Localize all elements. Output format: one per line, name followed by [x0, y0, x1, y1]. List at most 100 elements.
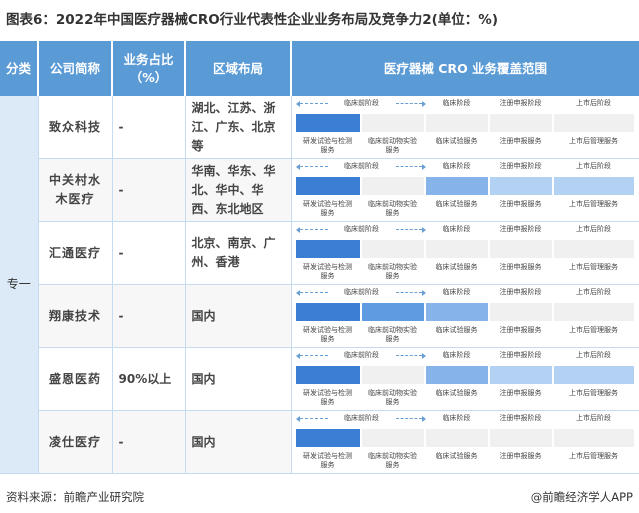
- table-header-row: 分类 公司简称 业务占比（%） 区域布局 医疗器械 CRO 业务覆盖范围: [0, 41, 639, 96]
- phase-label: 注册申报阶段: [499, 99, 542, 108]
- service-label: 注册申报服务: [499, 137, 542, 146]
- arrow-left-icon: [295, 353, 300, 360]
- business-share: -: [112, 284, 186, 349]
- header-region: 区域布局: [185, 41, 292, 96]
- span-line: [395, 418, 422, 420]
- phase-label: 上市后阶段: [576, 351, 611, 360]
- service-label: 上市后管理服务: [569, 137, 618, 146]
- coverage-bar: 临床前阶段 临床阶段 注册申报阶段 上市后阶段 研发试验与检测服务 临床前动物实验服务 临床…: [292, 222, 639, 284]
- company-name: 中关村水木医疗: [38, 158, 113, 223]
- service-label: 临床试验服务: [435, 452, 478, 461]
- arrow-right-icon: [421, 101, 426, 108]
- coverage-segment: [553, 366, 634, 385]
- coverage-segment: [489, 240, 552, 259]
- region-layout: 北京、南京、广州、香港: [185, 221, 292, 286]
- business-share: -: [112, 221, 186, 286]
- coverage-segment: [489, 429, 552, 448]
- region-layout: 湖北、江苏、浙江、广东、北京等: [185, 96, 292, 160]
- region-layout: 国内: [185, 347, 292, 412]
- coverage-segment: [361, 429, 424, 448]
- service-label: 注册申报服务: [499, 326, 542, 335]
- table-row: 中关村水木医疗 - 华南、华东、华北、华中、华西、东北地区 临床前阶段 临床阶段 注册申报…: [0, 158, 639, 223]
- service-label: 临床试验服务: [435, 200, 478, 209]
- coverage-segment: [361, 114, 424, 133]
- span-line: [395, 166, 422, 168]
- arrow-right-icon: [421, 227, 426, 234]
- phase-label: 临床阶段: [442, 414, 471, 423]
- coverage-segment: [361, 240, 424, 259]
- coverage-segment: [425, 114, 488, 133]
- coverage-segment: [295, 303, 360, 322]
- coverage-segment: [295, 240, 360, 259]
- business-share: -: [112, 158, 186, 223]
- phase-label: 注册申报阶段: [499, 162, 542, 171]
- coverage-segment: [361, 177, 424, 196]
- coverage-segment: [553, 114, 634, 133]
- span-line: [299, 103, 328, 105]
- business-share: 90%以上: [112, 347, 186, 412]
- phase-label: 临床前阶段: [344, 99, 379, 108]
- service-label: 临床前动物实验服务: [368, 326, 417, 344]
- phase-label: 临床阶段: [442, 351, 471, 360]
- coverage-segment: [553, 177, 634, 196]
- service-label: 临床试验服务: [435, 263, 478, 272]
- coverage-segment: [425, 240, 488, 259]
- phase-label: 注册申报阶段: [499, 351, 542, 360]
- service-label: 临床试验服务: [435, 326, 478, 335]
- coverage-segment: [295, 114, 360, 133]
- header-company: 公司简称: [38, 41, 113, 96]
- arrow-left-icon: [295, 101, 300, 108]
- service-label: 上市后管理服务: [569, 200, 618, 209]
- span-line: [395, 103, 422, 105]
- service-label: 临床试验服务: [435, 137, 478, 146]
- table-row: 汇通医疗 - 北京、南京、广州、香港 临床前阶段 临床阶段 注册申报阶段 上市后阶段 研发试验…: [0, 221, 639, 286]
- coverage-segment: [553, 240, 634, 259]
- phase-label: 临床阶段: [442, 225, 471, 234]
- coverage-segment: [295, 429, 360, 448]
- coverage-bar: 临床前阶段 临床阶段 注册申报阶段 上市后阶段 研发试验与检测服务 临床前动物实验服务 临床…: [292, 96, 639, 158]
- service-label: 研发试验与检测服务: [303, 326, 352, 344]
- business-share: -: [112, 410, 186, 475]
- coverage-segment: [361, 303, 424, 322]
- company-name: 汇通医疗: [38, 221, 113, 286]
- coverage-segment: [489, 177, 552, 196]
- service-label: 临床前动物实验服务: [368, 452, 417, 470]
- span-line: [299, 292, 328, 294]
- coverage-segment: [425, 303, 488, 322]
- arrow-left-icon: [295, 416, 300, 423]
- coverage-segment: [489, 303, 552, 322]
- service-label: 研发试验与检测服务: [303, 389, 352, 407]
- company-name: 翔康技术: [38, 284, 113, 349]
- service-label: 注册申报服务: [499, 452, 542, 461]
- service-label: 研发试验与检测服务: [303, 137, 352, 155]
- service-label: 临床前动物实验服务: [368, 137, 417, 155]
- arrow-left-icon: [295, 227, 300, 234]
- coverage-bar: 临床前阶段 临床阶段 注册申报阶段 上市后阶段 研发试验与检测服务 临床前动物实验服务 临床…: [292, 159, 639, 221]
- service-label: 注册申报服务: [499, 263, 542, 272]
- span-line: [299, 355, 328, 357]
- table-row: 翔康技术 - 国内 临床前阶段 临床阶段 注册申报阶段 上市后阶段 研发试验与检测服务 临床前动…: [0, 284, 639, 349]
- phase-label: 临床阶段: [442, 99, 471, 108]
- header-share: 业务占比（%）: [112, 41, 186, 96]
- coverage-cell: 临床前阶段 临床阶段 注册申报阶段 上市后阶段 研发试验与检测服务 临床前动物实验服务 临床…: [291, 410, 639, 475]
- phase-label: 临床前阶段: [344, 162, 379, 171]
- service-label: 注册申报服务: [499, 200, 542, 209]
- phase-label: 临床前阶段: [344, 288, 379, 297]
- page-title: 图表6：2022年中国医疗器械CRO行业代表性企业业务布局及竞争力2(单位：%): [6, 12, 499, 28]
- coverage-bar: 临床前阶段 临床阶段 注册申报阶段 上市后阶段 研发试验与检测服务 临床前动物实验服务 临床…: [292, 348, 639, 410]
- arrow-left-icon: [295, 164, 300, 171]
- category-cell: 专一: [0, 96, 39, 475]
- company-name: 盛恩医药: [38, 347, 113, 412]
- phase-label: 上市后阶段: [576, 225, 611, 234]
- phase-label: 临床前阶段: [344, 414, 379, 423]
- coverage-segment: [361, 366, 424, 385]
- region-layout: 国内: [185, 410, 292, 475]
- span-line: [299, 418, 328, 420]
- table-row: 盛恩医药 90%以上 国内 临床前阶段 临床阶段 注册申报阶段 上市后阶段 研发试验与检测服务…: [0, 347, 639, 412]
- coverage-cell: 临床前阶段 临床阶段 注册申报阶段 上市后阶段 研发试验与检测服务 临床前动物实验服务 临床…: [291, 158, 639, 223]
- coverage-segment: [489, 114, 552, 133]
- header-category: 分类: [0, 41, 39, 96]
- company-name: 致众科技: [38, 96, 113, 160]
- arrow-right-icon: [421, 416, 426, 423]
- service-label: 临床前动物实验服务: [368, 200, 417, 218]
